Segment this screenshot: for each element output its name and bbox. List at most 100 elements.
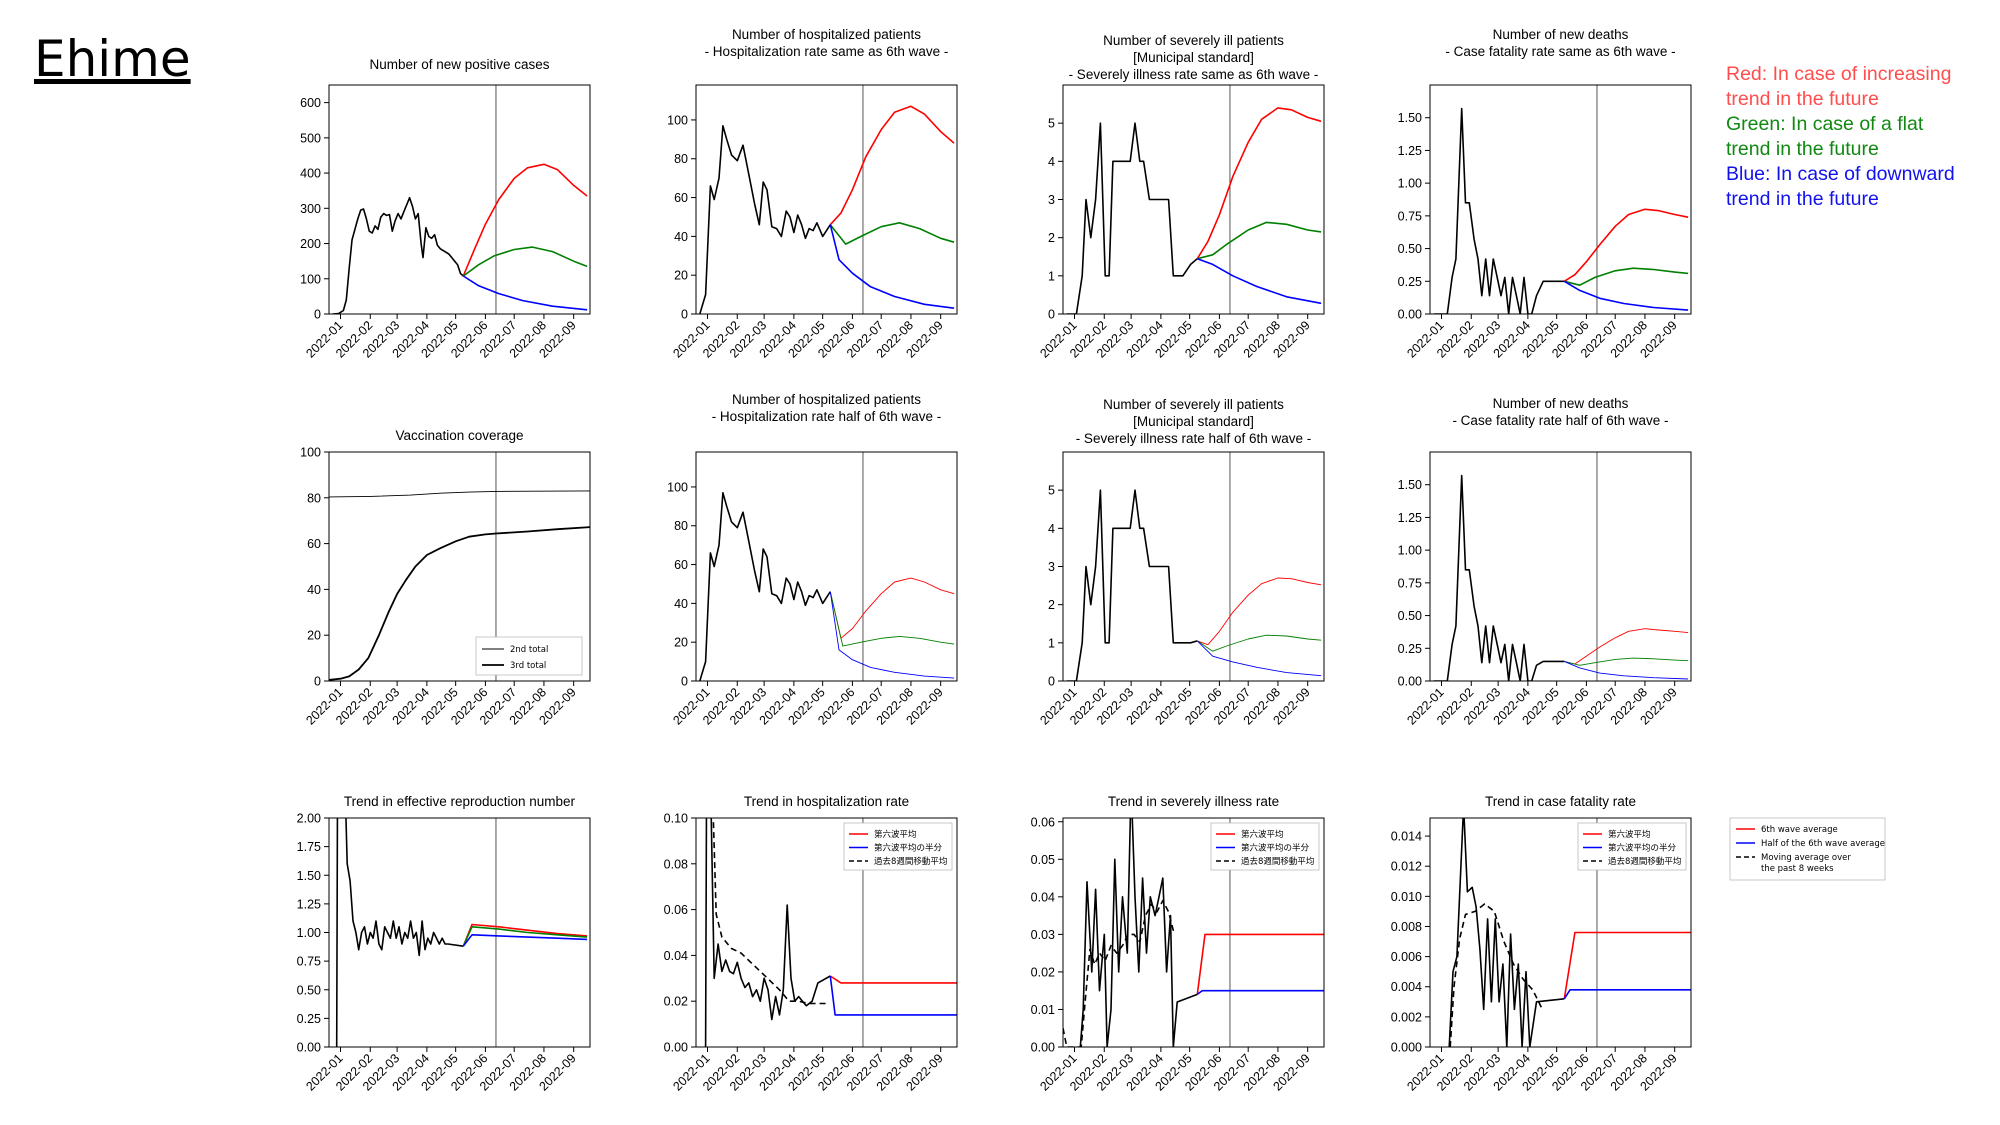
series-line: [1563, 931, 1691, 999]
y-tick-label: 600: [300, 96, 321, 110]
chart-title: - Hospitalization rate same as 6th wave …: [705, 44, 949, 59]
series-line: [829, 975, 957, 984]
chart-title: Number of new deaths: [1493, 27, 1629, 42]
y-tick-label: 1.75: [297, 840, 321, 854]
plot-frame: [695, 451, 958, 682]
y-tick-label: 60: [307, 537, 321, 551]
series-line: [1197, 577, 1322, 646]
y-tick-label: 3: [1048, 560, 1055, 574]
note-line: trend in the future: [1726, 88, 1879, 110]
y-tick-label: 0.00: [1031, 1041, 1055, 1055]
series-line: [329, 526, 590, 681]
series-line: [1433, 474, 1565, 681]
y-tick-label: 40: [674, 230, 688, 244]
y-tick-label: 4: [1048, 155, 1055, 169]
series-group: [1448, 818, 1691, 1047]
y-tick-label: 0.006: [1391, 950, 1422, 964]
note-line: trend in the future: [1726, 188, 1879, 210]
y-tick-label: 100: [300, 272, 321, 286]
chart-new-cases: Number of new positive cases 0 100 200 300 40…: [300, 57, 591, 361]
y-tick-label: 0.012: [1391, 860, 1422, 874]
y-tick-label: 20: [674, 636, 688, 650]
y-tick-label: 3: [1048, 193, 1055, 207]
y-tick-label: 1.50: [1398, 111, 1422, 125]
legend-label: 3rd total: [510, 661, 546, 671]
y-tick-label: 100: [667, 480, 688, 494]
legend-label: 第六波平均: [1608, 829, 1651, 840]
y-tick-label: 5: [1048, 484, 1055, 498]
series-line: [1196, 989, 1324, 996]
side-legend: 6th wave average Half of the 6th wave ave…: [1729, 817, 1886, 881]
y-tick-label: 0.25: [1398, 642, 1422, 656]
plot-frame: [1429, 84, 1692, 315]
series-line: [1063, 899, 1176, 1047]
y-tick-label: 0.004: [1391, 980, 1422, 994]
chart-hosp-half: Number of hospitalized patients - Hospita…: [667, 392, 958, 728]
y-tick-label: 40: [307, 583, 321, 597]
y-tick-label: 0.000: [1391, 1041, 1422, 1055]
series-line: [829, 224, 955, 309]
legend-box: [475, 636, 583, 676]
series-line: [1563, 280, 1689, 311]
series-line: [1079, 818, 1198, 1047]
series-group: [1066, 489, 1322, 681]
y-tick-label: 80: [307, 491, 321, 505]
series-line: [462, 933, 588, 947]
y-tick-label: 0.50: [1398, 609, 1422, 623]
y-tick-label: 1.25: [1398, 511, 1422, 525]
chart-title: Trend in effective reproduction number: [344, 794, 576, 809]
chart-severe-same: Number of severely ill patients [Municipa…: [1037, 33, 1325, 361]
chart-title: Number of severely ill patients: [1103, 397, 1284, 412]
series-line: [1563, 208, 1689, 282]
y-tick-label: 60: [674, 191, 688, 205]
series-line: [329, 490, 590, 498]
y-tick-label: 1.25: [1398, 144, 1422, 158]
scenario-color-note: Red: In case of increasing trend in the f…: [1726, 62, 1955, 212]
chart-vaccination: Vaccination coverage0204060801002022-012…: [300, 428, 591, 728]
y-tick-label: 0.08: [664, 857, 688, 871]
series-line: [1197, 257, 1322, 305]
chart-hosp-rate: Trend in hospitalization rate 0.00 0.02 0.0…: [664, 794, 958, 1094]
plot-frame: [328, 451, 591, 682]
chart-severe-rate: Trend in severely illness rate 0.00 0.01 0.…: [1031, 794, 1325, 1094]
y-tick-label: 500: [300, 131, 321, 145]
series-group: [1066, 107, 1322, 314]
y-tick-label: 0.00: [664, 1041, 688, 1055]
y-tick-label: 0.04: [1031, 890, 1055, 904]
chart-title: Vaccination coverage: [395, 428, 523, 443]
chart-title: Number of severely ill patients: [1103, 33, 1284, 48]
note-line: trend in the future: [1726, 138, 1879, 160]
y-tick-label: 1.50: [1398, 478, 1422, 492]
chart-title: Number of hospitalized patients: [732, 27, 921, 42]
series-line: [829, 105, 955, 226]
series-group: [329, 490, 590, 681]
legend-box: [1577, 822, 1687, 871]
y-tick-label: 2: [1048, 598, 1055, 612]
legend-label: 過去8週間移動平均: [1241, 856, 1314, 867]
chart-title: Trend in case fatality rate: [1485, 794, 1636, 809]
legend-label: Moving average over the past 8 weeks: [1761, 853, 1851, 874]
y-tick-label: 0.010: [1391, 890, 1422, 904]
series-line: [1563, 988, 1691, 1000]
series-line: [1196, 933, 1324, 995]
y-tick-label: 1.25: [297, 897, 321, 911]
y-tick-label: 0.00: [1398, 675, 1422, 689]
y-tick-label: 60: [674, 558, 688, 572]
series-line: [1066, 122, 1198, 314]
y-tick-label: 0.01: [1031, 1003, 1055, 1017]
chart-hosp-same: Number of hospitalized patients - Hospita…: [667, 27, 958, 361]
y-tick-label: 0: [1048, 308, 1055, 322]
y-tick-label: 0: [314, 675, 321, 689]
series-group: [699, 105, 955, 314]
series-line: [462, 275, 588, 311]
y-tick-label: 0.02: [1031, 965, 1055, 979]
series-group: [704, 818, 957, 1047]
page-title: Ehime: [34, 30, 191, 88]
series-line: [704, 818, 831, 1047]
y-tick-label: 0.75: [1398, 576, 1422, 590]
y-tick-label: 0.50: [1398, 242, 1422, 256]
series-group: [699, 491, 955, 681]
y-tick-label: 1: [1048, 636, 1055, 650]
y-tick-label: 0.06: [664, 903, 688, 917]
y-tick-label: 0: [681, 675, 688, 689]
